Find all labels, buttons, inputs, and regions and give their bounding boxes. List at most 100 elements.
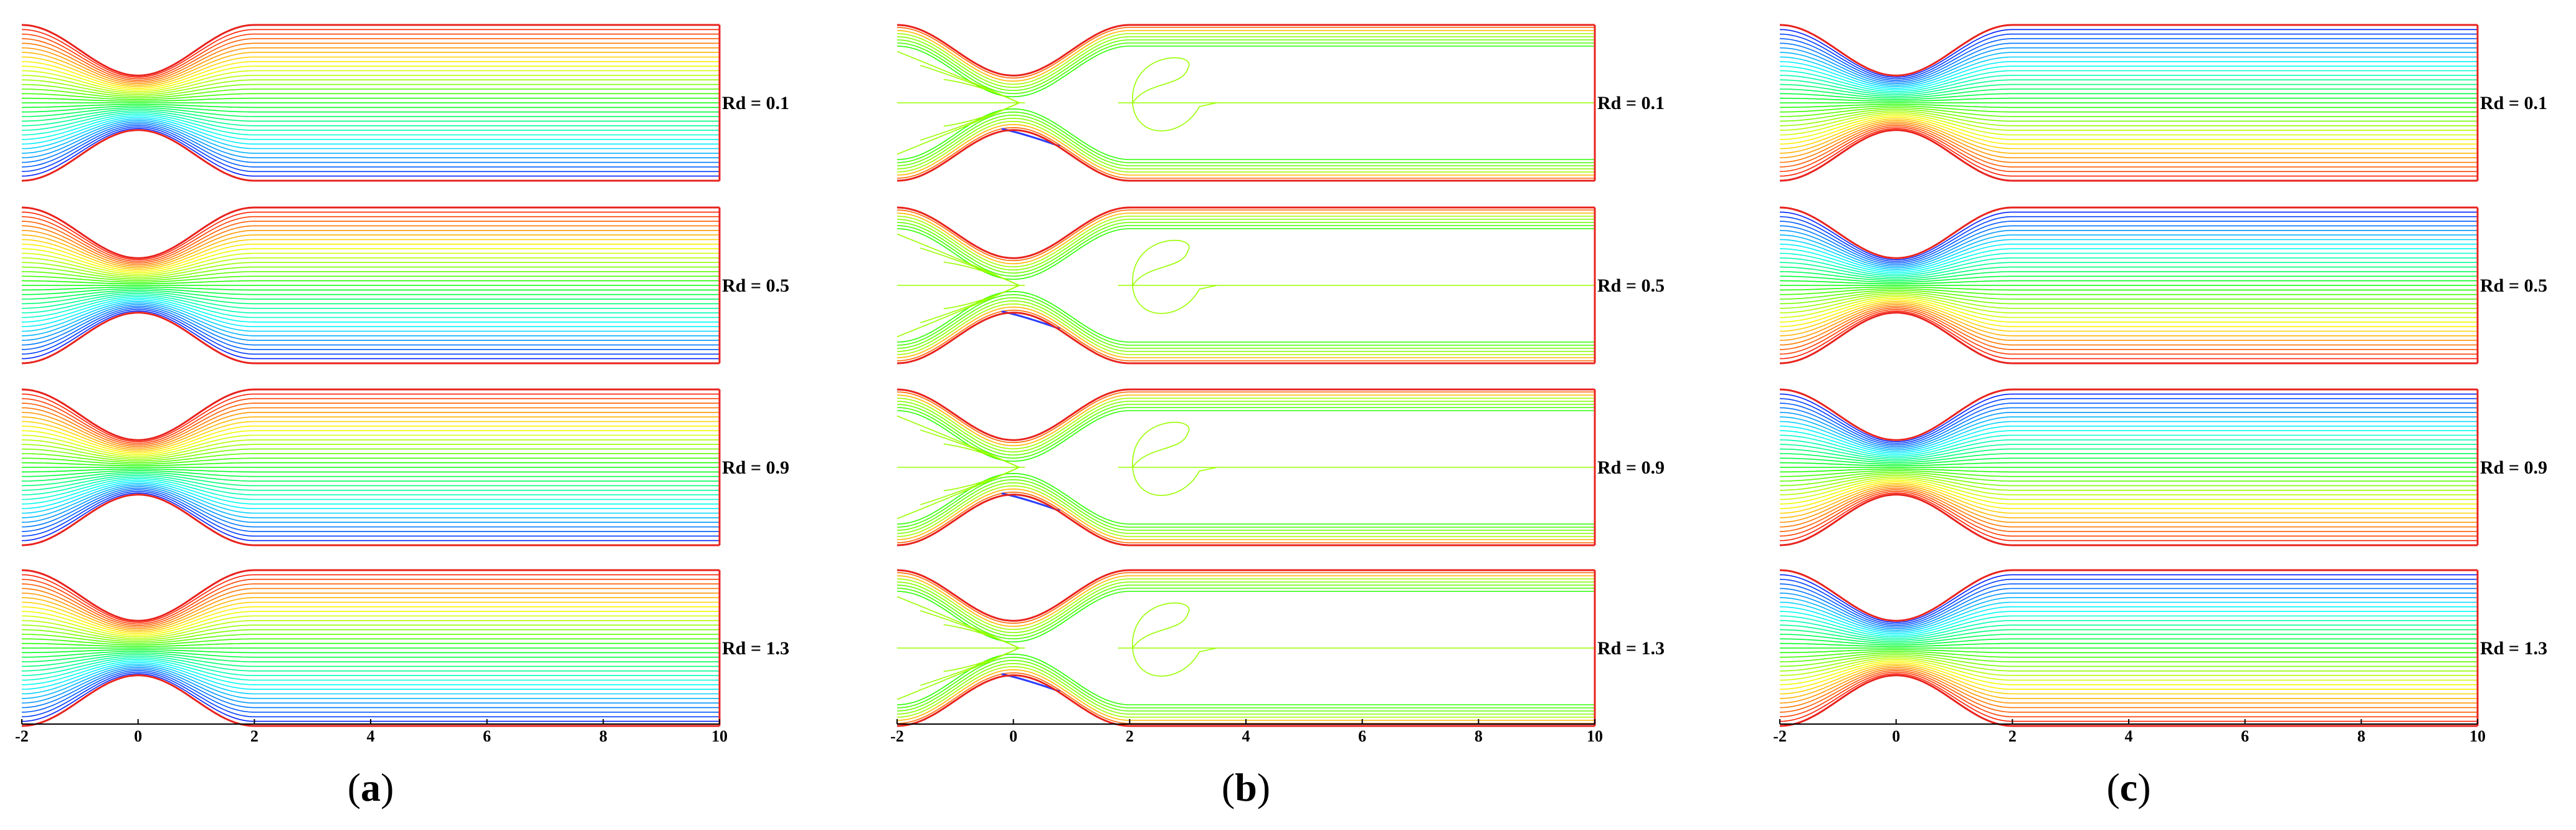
streamline — [21, 289, 720, 300]
streamline — [21, 291, 720, 305]
panel-caption: (b) — [1222, 765, 1270, 809]
streamline — [21, 620, 720, 639]
isotherm — [1779, 664, 2478, 695]
isotherm — [1779, 126, 2478, 173]
isotherm — [1779, 642, 2478, 647]
x-tick-label: 8 — [2357, 727, 2365, 745]
recirculation-tail — [1132, 647, 1217, 677]
isotherm — [1779, 667, 2478, 704]
streamline — [21, 126, 720, 173]
x-axis: -2 0 2 4 6 8 10 — [1773, 719, 2486, 745]
isotherm — [1779, 307, 2478, 350]
channel-wall-bottom — [896, 494, 1595, 546]
isotherm — [1779, 128, 2478, 177]
isotherm — [1780, 275, 2478, 283]
streamline — [21, 52, 720, 86]
vorticity-lobe — [943, 261, 1020, 310]
streamline — [21, 110, 720, 126]
streamline — [21, 471, 720, 482]
isotherm — [1779, 61, 2478, 89]
x-tick-label: 2 — [1126, 727, 1134, 745]
channel-wall-top — [896, 569, 1595, 622]
contour-row: Rd = 0.1 — [1779, 24, 2547, 182]
isotherm — [1779, 125, 2478, 168]
x-tick-label: 10 — [2469, 727, 2486, 745]
vorticity-contour-bottom — [896, 482, 1595, 534]
streamline — [21, 398, 720, 444]
isotherm — [1779, 280, 2478, 285]
contour-row: Rd = 1.3 — [21, 569, 789, 727]
streamline — [21, 665, 720, 699]
isotherm — [1779, 403, 2478, 446]
streamline — [21, 662, 720, 690]
vorticity-contour-bottom — [896, 485, 1595, 537]
isotherm — [1779, 88, 2478, 99]
streamline — [21, 113, 720, 136]
streamline — [21, 299, 720, 327]
vorticity-contour-top — [896, 216, 1595, 268]
streamline — [21, 478, 720, 500]
isotherm — [1779, 230, 2478, 267]
isotherm — [1779, 583, 2478, 626]
isotherm — [1779, 657, 2478, 676]
streamline — [21, 107, 720, 117]
vorticity-contour-top — [896, 584, 1595, 637]
x-axis: -2 0 2 4 6 8 10 — [15, 719, 728, 745]
isotherm — [1779, 70, 2478, 92]
isotherm — [1779, 112, 2478, 131]
vorticity-contour-bottom — [896, 293, 1595, 346]
streamline — [22, 288, 720, 295]
streamline — [21, 118, 720, 150]
isotherm — [1779, 252, 2478, 275]
streamline — [21, 674, 720, 727]
streamline — [21, 426, 720, 454]
isotherm — [1779, 47, 2478, 84]
vorticity-contour-top — [896, 407, 1595, 459]
streamline — [21, 476, 720, 495]
vorticity-contour-bottom — [896, 114, 1595, 166]
isotherm — [1779, 489, 2478, 532]
streamline — [21, 624, 720, 641]
streamline — [21, 262, 720, 278]
isotherm — [1779, 393, 2478, 442]
streamline — [21, 403, 720, 446]
streamline — [21, 667, 720, 704]
isotherm — [1779, 606, 2478, 634]
x-tick-label: 10 — [711, 727, 728, 745]
isotherm — [1779, 234, 2478, 269]
isotherm — [1779, 65, 2478, 91]
isotherm — [1779, 398, 2478, 444]
vorticity-contour-top — [896, 212, 1595, 265]
isotherm — [1779, 304, 2478, 341]
streamline — [21, 75, 720, 94]
vorticity-contour-top — [896, 578, 1595, 631]
streamline — [21, 668, 720, 708]
isotherm — [1779, 262, 2478, 278]
channel-wall-bottom — [1779, 312, 2478, 365]
x-tick-label: 6 — [2241, 727, 2249, 745]
panel-a: Rd = 0.1 Rd = 0.5 Rd = 0.9 Rd = 1.3 -2 0 2 4 6 8 1… — [15, 24, 789, 809]
isotherm — [1779, 478, 2478, 500]
contour-row: Rd = 1.3 — [896, 569, 1665, 727]
isotherm — [1779, 652, 2478, 662]
streamline — [21, 47, 720, 84]
streamline — [21, 673, 720, 722]
streamline — [21, 453, 720, 464]
streamline — [21, 654, 720, 667]
streamline — [22, 457, 720, 465]
streamline — [21, 97, 720, 102]
isotherm — [1779, 211, 2478, 260]
streamline — [21, 649, 720, 654]
vorticity-contour-top — [896, 404, 1595, 456]
streamline — [21, 207, 720, 259]
isotherm — [1779, 486, 2478, 523]
isotherm — [1779, 312, 2478, 364]
streamline — [21, 473, 720, 487]
x-tick-label: 4 — [1242, 727, 1250, 745]
isotherm — [1779, 24, 2478, 77]
caption-open: ( — [348, 765, 361, 809]
vorticity-contour-top — [896, 33, 1595, 85]
isotherm — [1779, 122, 2478, 158]
isotherm — [1779, 296, 2478, 318]
